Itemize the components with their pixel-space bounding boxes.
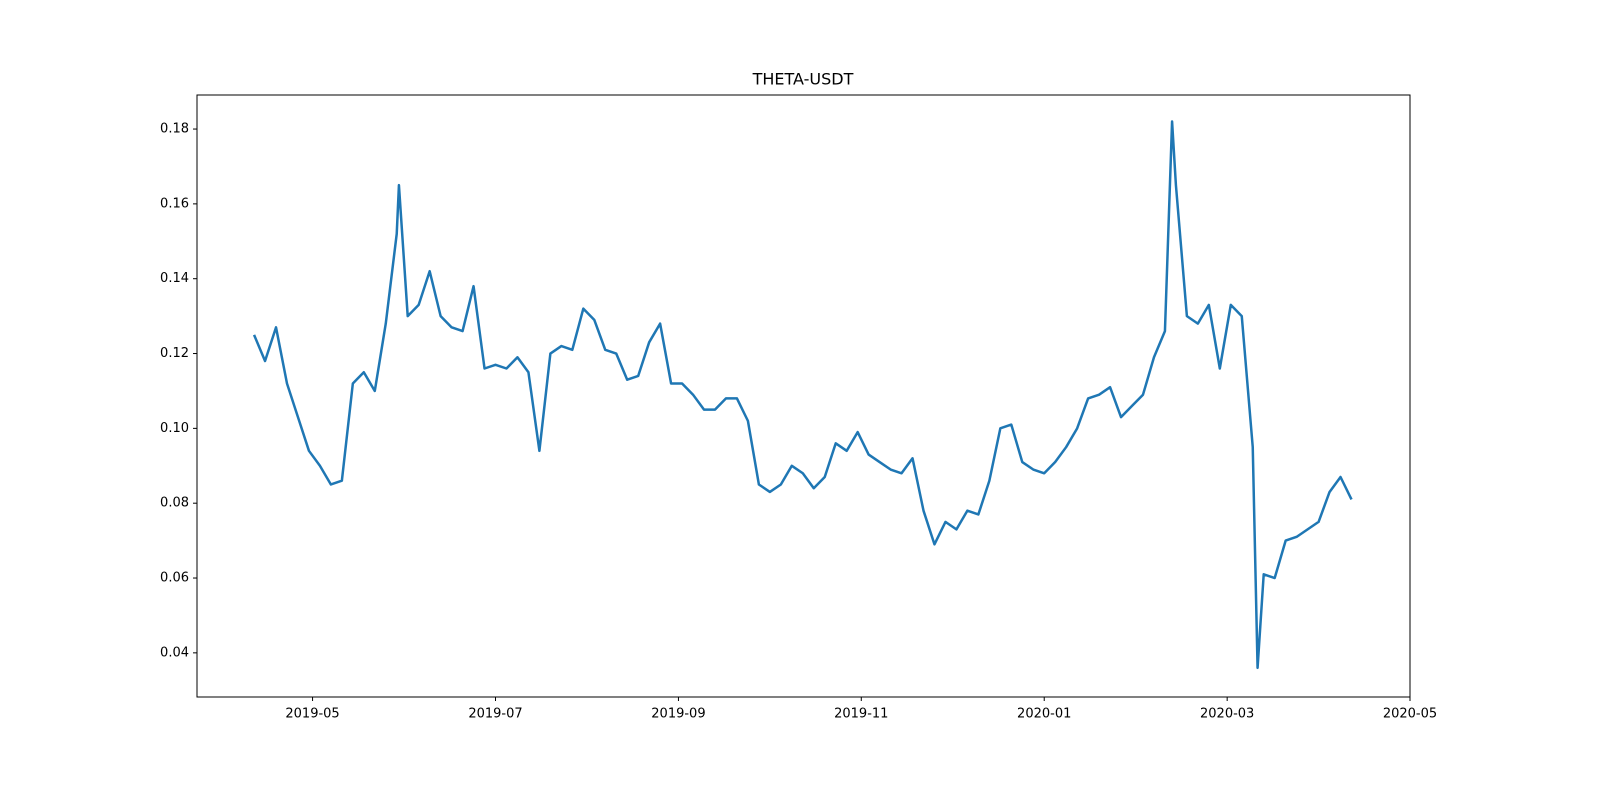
y-tick-label: 0.04: [160, 645, 189, 660]
chart-title: THETA-USDT: [752, 70, 854, 89]
data-line: [252, 120, 1353, 670]
y-tick-label: 0.14: [160, 271, 189, 286]
x-tick-label: 2020-05: [1383, 707, 1437, 722]
y-tick-label: 0.12: [160, 346, 189, 361]
plot-frame: [196, 94, 1411, 698]
x-tick-label: 2019-11: [834, 707, 888, 722]
y-tick-label: 0.08: [160, 496, 189, 511]
y-tick-label: 0.10: [160, 421, 189, 436]
y-tick-label: 0.18: [160, 122, 189, 137]
y-tick-label: 0.16: [160, 196, 189, 211]
x-tick-label: 2020-03: [1200, 707, 1254, 722]
y-tick-label: 0.06: [160, 571, 189, 586]
x-tick-label: 2020-01: [1017, 707, 1071, 722]
x-tick-label: 2019-09: [651, 707, 705, 722]
x-tick-label: 2019-05: [285, 707, 339, 722]
x-tick-label: 2019-07: [468, 707, 522, 722]
